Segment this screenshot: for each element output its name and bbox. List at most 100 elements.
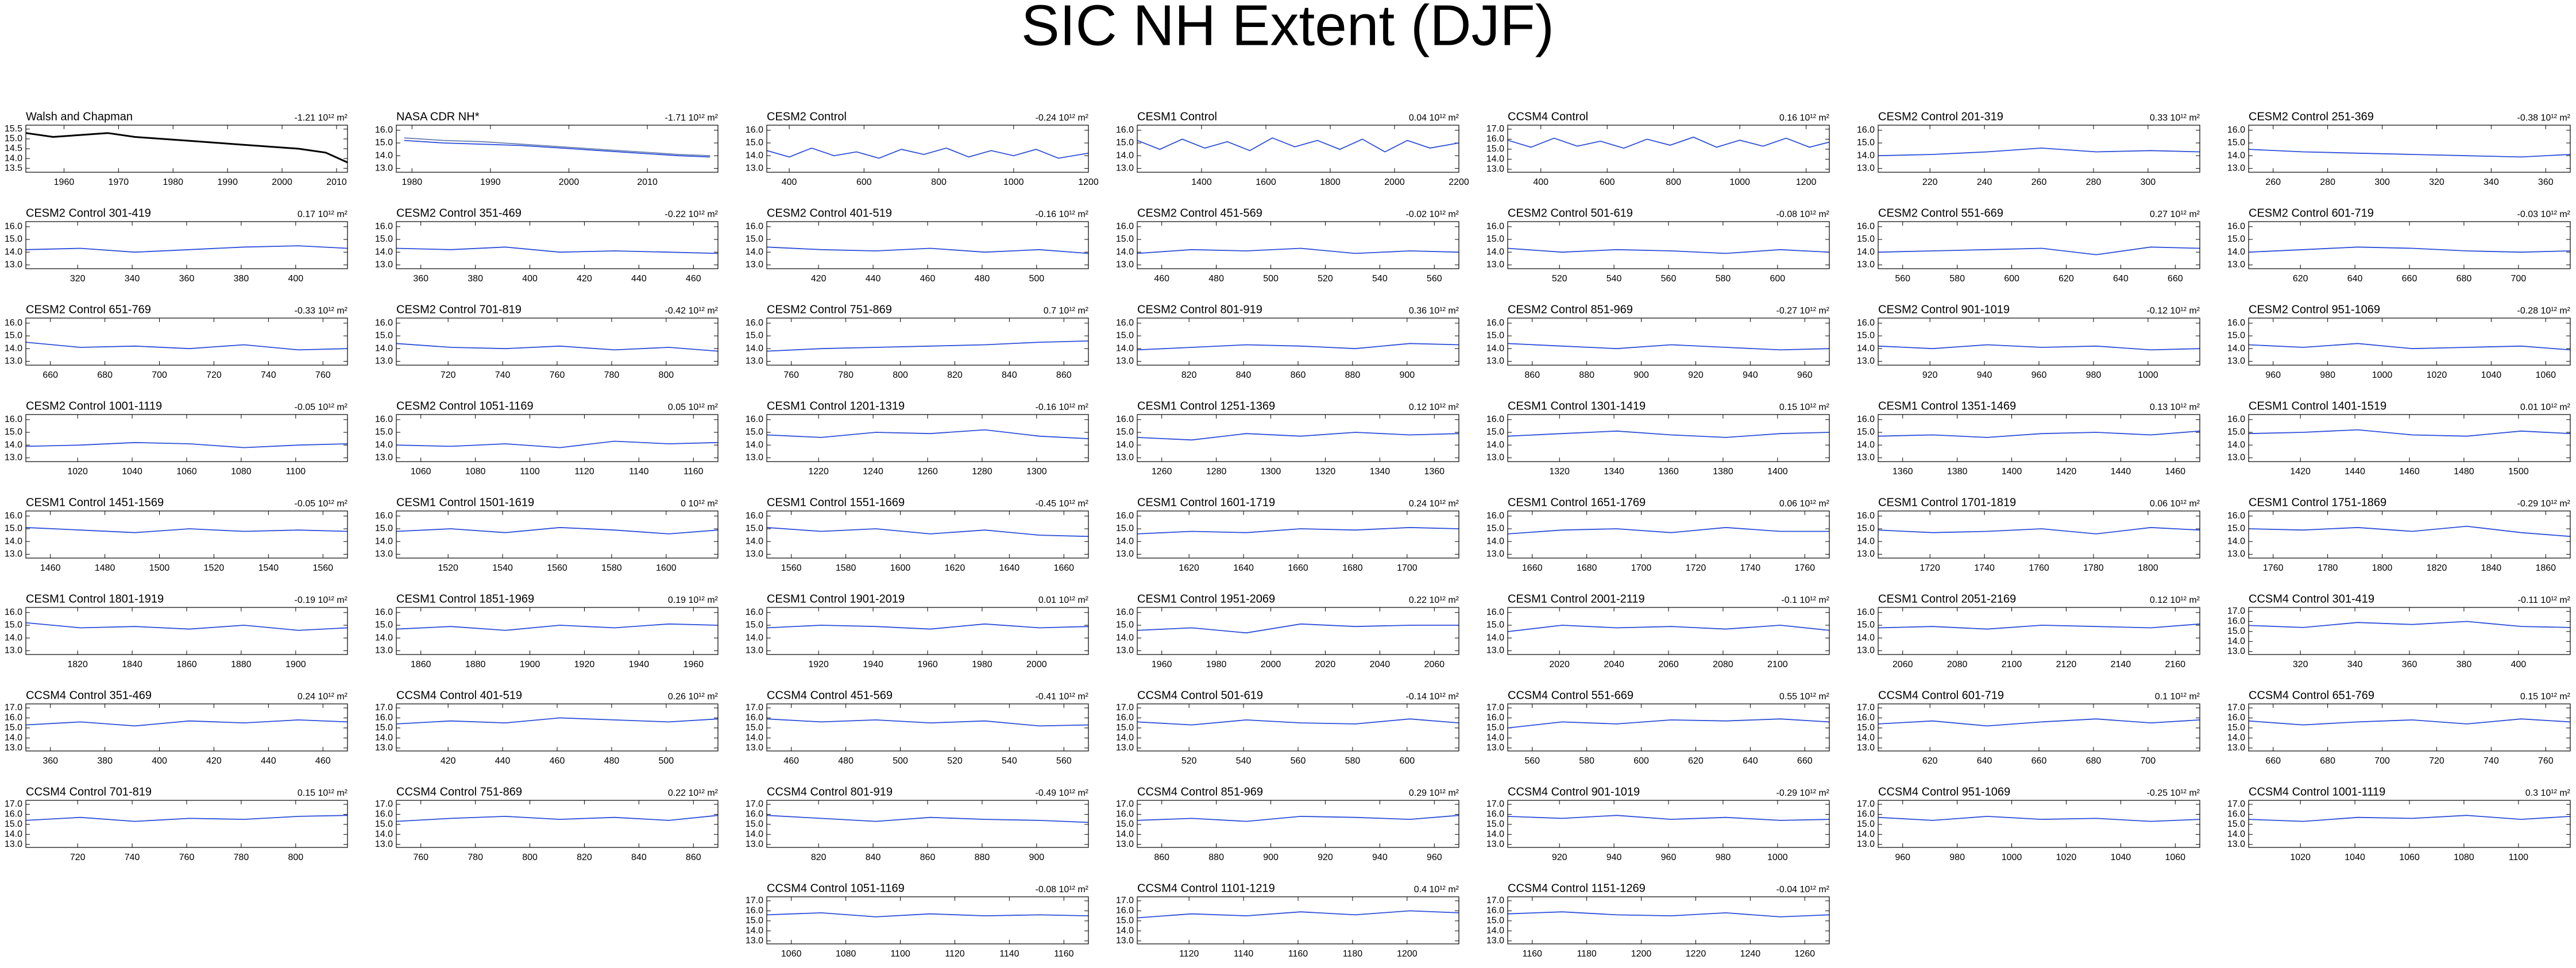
x-tick-label: 260 [2032,177,2047,187]
x-tick-label: 480 [604,756,620,766]
figure-title: SIC NH Extent (DJF) [1021,0,1554,57]
panel-title: CESM1 Control 1451-1569 [26,496,164,509]
panel-title: CCSM4 Control 451-569 [767,689,893,702]
y-tick-label: 15.0 [1857,524,1875,533]
y-tick-label: 16.0 [746,511,763,521]
x-tick-label: 2100 [2002,660,2022,669]
y-tick-label: 16.0 [1857,318,1875,328]
y-tick-label: 14.0 [1486,733,1504,743]
x-tick-label: 1160 [1054,949,1074,959]
x-tick-label: 1000 [1003,177,1024,187]
x-tick-label: 400 [1533,177,1548,187]
panel-title: CESM2 Control 351-469 [396,207,522,219]
plot-frame [396,607,719,655]
y-tick-label: 14.0 [375,733,393,743]
y-tick-label: 17.0 [5,799,22,809]
panel-title: CESM1 Control 1901-2019 [767,593,905,605]
plot-frame [25,510,348,559]
x-tick-label: 820 [577,853,592,862]
trend-label: 0.13 10¹² m² [2150,402,2200,412]
x-tick-label: 1020 [2427,370,2447,380]
x-tick-label: 840 [631,853,647,862]
y-tick-label: 15.0 [2227,626,2245,636]
y-tick-label: 16.0 [746,318,763,328]
plot-frame [2248,703,2571,752]
y-tick-label: 14.0 [375,247,393,257]
y-tick-label: 16.0 [5,318,22,328]
panel-title: CESM1 Control 2051-2169 [1878,593,2016,605]
x-tick-label: 900 [1399,370,1415,380]
panel-title: CCSM4 Control 801-919 [767,785,893,798]
y-tick-label: 15.0 [5,427,22,437]
y-tick-label: 16.0 [1486,607,1504,617]
x-tick-label: 1980 [163,177,183,187]
x-tick-label: 1800 [1320,177,1341,187]
x-tick-label: 1460 [2165,467,2185,477]
panel-title: CESM1 Control 1651-1769 [1508,496,1646,509]
y-tick-label: 13.0 [1116,357,1134,366]
series-line [1507,526,1829,535]
panel-title: CESM1 Control 1401-1519 [2249,400,2386,412]
x-tick-label: 820 [1181,370,1197,380]
x-tick-label: 480 [838,756,853,766]
x-tick-label: 780 [604,370,620,380]
x-tick-label: 2060 [1658,660,1679,669]
x-tick-label: 1300 [1261,467,1281,477]
y-tick-label: 14.0 [2227,150,2245,160]
y-tick-label: 15.0 [1116,723,1134,733]
series-line [396,717,719,725]
y-tick-label: 15.0 [1116,138,1134,148]
x-tick-label: 840 [1236,370,1252,380]
x-tick-label: 480 [975,274,990,284]
x-tick-label: 620 [2293,274,2308,284]
y-tick-label: 15.0 [1116,234,1134,244]
panel-title: CCSM4 Control 651-769 [2249,689,2374,702]
x-tick-label: 1160 [1523,949,1543,959]
x-tick-label: 1700 [1631,563,1652,573]
x-tick-label: 1800 [2372,563,2393,573]
y-tick-label: 16.0 [1116,906,1134,916]
y-tick-label: 15.0 [2227,138,2245,148]
x-tick-label: 600 [1600,177,1615,187]
x-tick-label: 640 [2113,274,2129,284]
trend-label: -0.16 10¹² m² [1036,402,1089,412]
y-tick-label: 15.0 [1116,620,1134,630]
y-tick-label: 15.0 [746,723,763,733]
trend-label: -0.12 10¹² m² [2147,306,2200,316]
plot-frame [25,414,348,462]
y-tick-label: 16.0 [1486,810,1504,819]
y-tick-label: 13.0 [746,743,763,753]
y-tick-label: 15.0 [2227,524,2245,533]
series-line [1507,247,1830,254]
y-tick-label: 14.0 [1116,733,1134,743]
panel-title: CESM2 Control 451-569 [1137,207,1262,219]
x-tick-label: 1820 [2427,563,2447,573]
x-tick-label: 1340 [1604,467,1624,477]
x-tick-label: 680 [2086,756,2102,766]
panel-title: CCSM4 Control 1001-1119 [2249,785,2385,798]
trend-label: 0.01 10¹² m² [1038,595,1089,605]
x-tick-label: 420 [441,756,456,766]
panel-title: CESM1 Control 2001-2119 [1508,593,1645,605]
x-tick-label: 1760 [2029,563,2049,573]
y-tick-label: 17.0 [1116,703,1134,713]
y-tick-label: 16.0 [1486,713,1504,723]
y-tick-label: 16.0 [1116,511,1134,521]
y-tick-label: 16.0 [5,222,22,231]
y-tick-label: 16.0 [375,125,393,135]
y-tick-label: 14.0 [1857,536,1875,546]
x-tick-label: 1420 [2290,467,2311,477]
x-tick-label: 2000 [1261,660,1281,669]
x-tick-label: 860 [920,853,936,862]
plot-frame [1878,414,2200,462]
x-tick-label: 1080 [465,467,486,477]
y-tick-label: 14.0 [1857,150,1875,160]
x-tick-label: 1620 [945,563,965,573]
x-tick-label: 340 [2484,177,2499,187]
y-tick-label: 13.0 [1486,743,1504,753]
y-tick-label: 15.0 [1486,331,1504,340]
series-line [1137,526,1459,535]
trend-label: -0.1 10¹² m² [1781,595,1829,605]
x-tick-label: 680 [97,370,113,380]
trend-label: -0.03 10¹² m² [2517,210,2571,219]
